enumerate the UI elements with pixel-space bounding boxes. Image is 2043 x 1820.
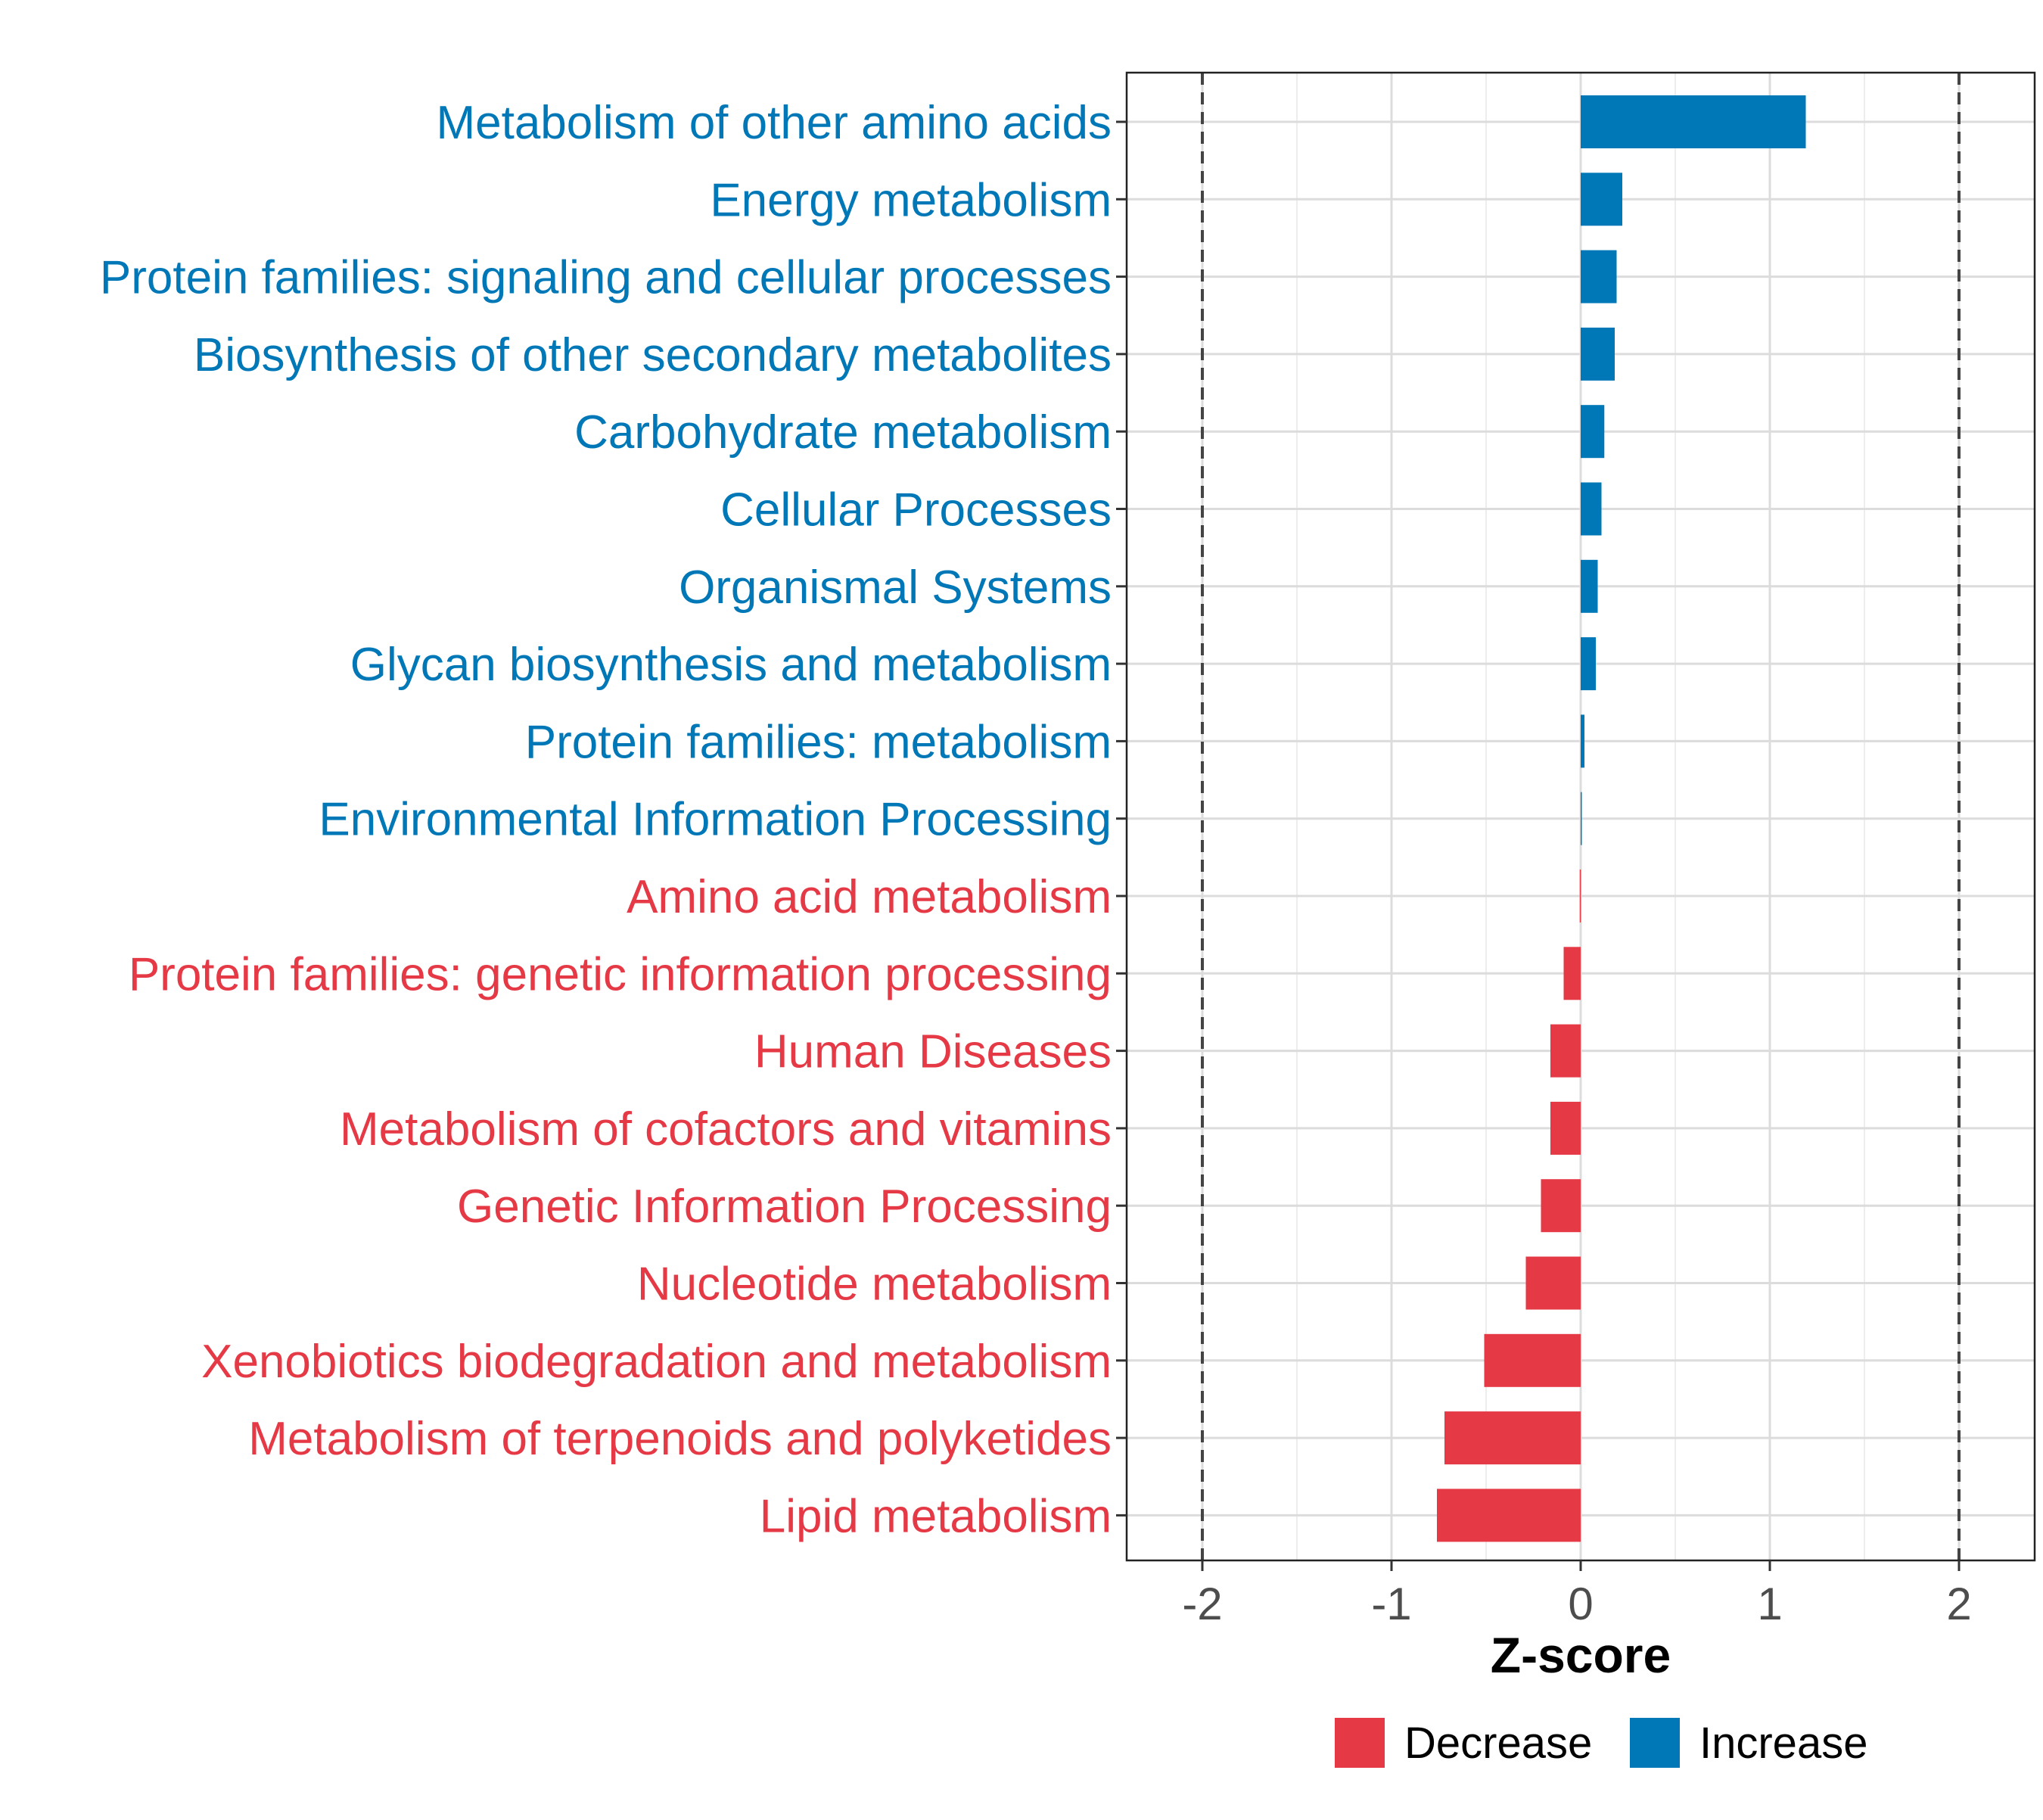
y-tick-label: Amino acid metabolism bbox=[627, 871, 1112, 923]
bar-9 bbox=[1581, 714, 1584, 768]
legend-swatch-increase bbox=[1630, 1718, 1680, 1768]
bar-1 bbox=[1581, 95, 1806, 148]
y-tick-label: Organismal Systems bbox=[679, 562, 1112, 614]
y-tick-label: Genetic Information Processing bbox=[457, 1181, 1112, 1233]
x-tick-label: -1 bbox=[1371, 1579, 1411, 1629]
y-tick-label: Glycan biosynthesis and metabolism bbox=[350, 639, 1112, 691]
bar-2 bbox=[1581, 173, 1622, 226]
bar-8 bbox=[1581, 637, 1596, 691]
reference-line-layer bbox=[1201, 73, 1961, 1560]
bar-4 bbox=[1581, 327, 1615, 381]
y-tick-label: Protein families: signaling and cellular… bbox=[100, 252, 1112, 304]
y-tick-label: Carbohydrate metabolism bbox=[574, 406, 1112, 459]
y-tick-label: Biosynthesis of other secondary metaboli… bbox=[194, 329, 1112, 381]
legend-swatch-decrease bbox=[1335, 1718, 1385, 1768]
legend: Decrease Increase bbox=[1335, 1718, 1867, 1768]
bar-11 bbox=[1579, 870, 1581, 922]
x-axis: -2 -1 0 1 2 bbox=[1182, 1560, 1972, 1629]
legend-label-decrease: Decrease bbox=[1404, 1719, 1592, 1768]
bar-7 bbox=[1581, 559, 1598, 613]
x-axis-title: Z-score bbox=[1491, 1627, 1671, 1683]
y-tick-label: Environmental Information Processing bbox=[319, 794, 1112, 846]
y-tick-label: Human Diseases bbox=[754, 1026, 1112, 1078]
y-tick-label: Lipid metabolism bbox=[760, 1490, 1112, 1542]
bar-19 bbox=[1437, 1489, 1581, 1542]
bar-15 bbox=[1541, 1179, 1581, 1233]
bar-5 bbox=[1581, 405, 1605, 459]
bar-16 bbox=[1525, 1256, 1581, 1310]
bar-10 bbox=[1581, 792, 1582, 845]
bar-14 bbox=[1550, 1101, 1581, 1155]
bar-13 bbox=[1550, 1024, 1581, 1078]
bar-3 bbox=[1581, 250, 1617, 303]
bar-12 bbox=[1563, 947, 1581, 1000]
y-tick-label: Xenobiotics biodegradation and metabolis… bbox=[201, 1336, 1112, 1388]
bar-layer bbox=[1437, 95, 1806, 1542]
bar-17 bbox=[1484, 1333, 1581, 1387]
y-tick-label: Metabolism of terpenoids and polyketides bbox=[248, 1413, 1112, 1465]
y-axis: Metabolism of other amino acids Energy me… bbox=[100, 97, 1127, 1542]
legend-label-increase: Increase bbox=[1699, 1719, 1867, 1768]
bar-6 bbox=[1581, 482, 1602, 536]
y-tick-label: Energy metabolism bbox=[710, 174, 1112, 226]
y-tick-label: Protein families: metabolism bbox=[525, 716, 1112, 768]
y-tick-label: Nucleotide metabolism bbox=[637, 1258, 1112, 1311]
x-tick-label: 2 bbox=[1946, 1579, 1971, 1629]
x-tick-label: 1 bbox=[1757, 1579, 1782, 1629]
y-tick-label: Cellular Processes bbox=[720, 484, 1112, 537]
bar-18 bbox=[1444, 1411, 1581, 1465]
y-tick-label: Metabolism of cofactors and vitamins bbox=[340, 1103, 1112, 1156]
y-tick-label: Metabolism of other amino acids bbox=[436, 97, 1112, 149]
x-tick-label: 0 bbox=[1568, 1579, 1593, 1629]
x-tick-label: -2 bbox=[1182, 1579, 1222, 1629]
y-tick-label: Protein families: genetic information pr… bbox=[129, 948, 1112, 1000]
